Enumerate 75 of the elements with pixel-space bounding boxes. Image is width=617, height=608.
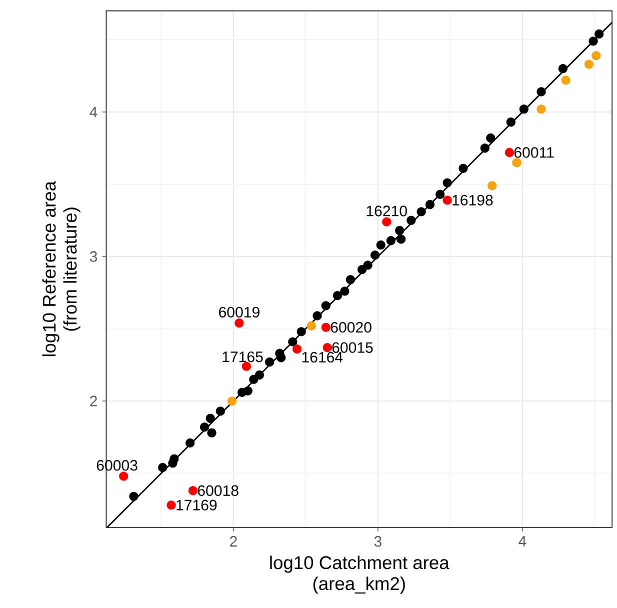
point — [425, 200, 435, 209]
point — [396, 234, 406, 244]
point — [416, 206, 426, 216]
point — [288, 337, 298, 346]
annotation: 17169 — [176, 500, 217, 510]
point — [592, 50, 601, 60]
annotation: 60020 — [330, 322, 372, 332]
point — [536, 104, 546, 114]
annotation: 60019 — [219, 306, 260, 318]
point — [321, 322, 331, 332]
point — [458, 164, 468, 173]
point — [332, 290, 342, 300]
point — [386, 236, 396, 246]
point — [442, 178, 452, 188]
point — [536, 87, 546, 96]
point — [442, 195, 452, 205]
point — [382, 217, 392, 226]
point — [216, 406, 226, 416]
point — [188, 486, 198, 496]
x-tick-label: 4 — [518, 536, 526, 546]
point — [519, 104, 529, 114]
point — [504, 148, 514, 157]
point — [340, 286, 350, 296]
point — [321, 300, 331, 310]
point — [486, 133, 496, 142]
point — [488, 180, 497, 190]
point — [561, 75, 570, 85]
x-tick-label: 3 — [374, 536, 382, 547]
point — [594, 29, 604, 38]
point — [322, 342, 332, 352]
point — [512, 158, 522, 167]
annotation: 16164 — [302, 352, 343, 362]
point — [395, 226, 404, 235]
point — [436, 190, 445, 199]
point — [275, 348, 284, 358]
y-tick-label: 2 — [90, 396, 97, 406]
point — [227, 396, 237, 406]
annotation: 60018 — [198, 485, 238, 496]
point — [306, 321, 316, 330]
point — [185, 438, 195, 448]
point — [206, 414, 215, 423]
point — [129, 492, 138, 501]
point — [234, 318, 244, 328]
point — [254, 370, 264, 380]
x-axis-title: log10 Catchment area (area_km2) — [270, 556, 450, 594]
x-tick-label: 2 — [230, 536, 237, 546]
annotation: 17165 — [222, 351, 263, 362]
point — [558, 64, 568, 74]
annotation: 16210 — [366, 205, 407, 216]
point — [312, 311, 322, 320]
point — [480, 143, 490, 153]
y-tick-label: 4 — [90, 106, 98, 117]
point — [264, 357, 274, 366]
y-tick-label: 3 — [90, 251, 98, 262]
annotation: 60011 — [514, 146, 554, 158]
point — [376, 240, 386, 250]
point — [588, 36, 598, 46]
point — [200, 422, 210, 432]
point — [207, 428, 216, 438]
point — [346, 274, 356, 284]
point — [158, 462, 168, 472]
point — [170, 454, 179, 464]
y-axis-title: log10 Reference area (from literature) — [42, 180, 80, 356]
annotation: 60015 — [332, 342, 373, 353]
point — [370, 250, 380, 260]
point — [166, 500, 176, 510]
point — [406, 216, 416, 225]
point — [296, 326, 306, 336]
annotation: 16198 — [452, 194, 493, 206]
point — [506, 117, 516, 127]
point — [292, 344, 302, 354]
point — [363, 260, 372, 270]
point — [584, 60, 594, 69]
point — [243, 386, 252, 396]
point — [119, 471, 128, 481]
